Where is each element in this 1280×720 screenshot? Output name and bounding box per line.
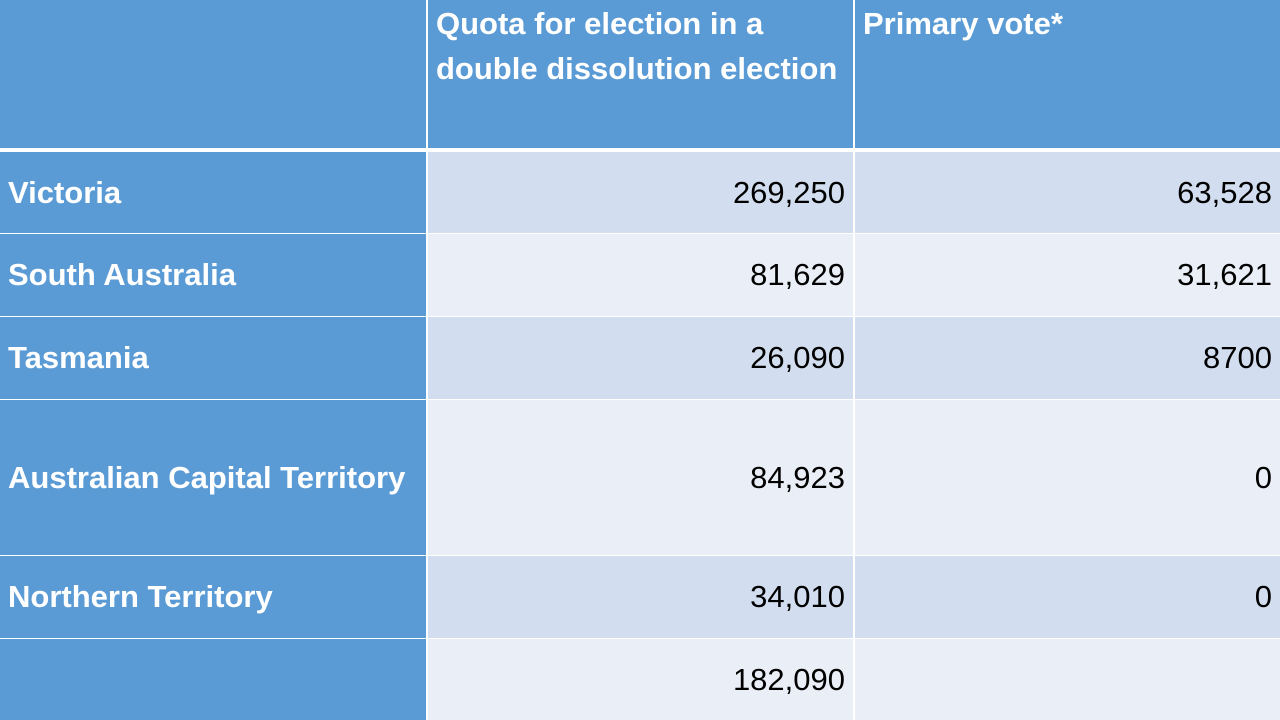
header-quota: Quota for election in a double dissoluti… <box>427 0 855 152</box>
row-label: Victoria <box>0 150 428 234</box>
primary-vote-cell: 0 <box>854 399 1280 556</box>
primary-vote-cell: 8700 <box>854 316 1280 400</box>
primary-vote-cell: 31,621 <box>854 233 1280 317</box>
quota-cell: 26,090 <box>427 316 855 400</box>
table-row: Australian Capital Territory 84,923 0 <box>0 399 1280 556</box>
quota-total-cell: 182,090 <box>427 638 855 720</box>
quota-cell: 269,250 <box>427 150 855 234</box>
header-primary-vote: Primary vote* <box>854 0 1280 152</box>
quota-cell: 34,010 <box>427 555 855 639</box>
quota-cell: 81,629 <box>427 233 855 317</box>
table-row-total: 182,090 <box>0 638 1280 720</box>
table-row: Victoria 269,250 63,528 <box>0 150 1280 234</box>
table-row: Northern Territory 34,010 0 <box>0 555 1280 639</box>
row-label: Tasmania <box>0 316 428 400</box>
primary-vote-cell: 63,528 <box>854 150 1280 234</box>
primary-vote-cell <box>854 638 1280 720</box>
primary-vote-cell: 0 <box>854 555 1280 639</box>
row-label: Australian Capital Territory <box>0 399 428 556</box>
quota-cell: 84,923 <box>427 399 855 556</box>
header-empty-cell <box>0 0 428 152</box>
table-header-row: Quota for election in a double dissoluti… <box>0 0 1280 152</box>
row-label: Northern Territory <box>0 555 428 639</box>
table-row: Tasmania 26,090 8700 <box>0 316 1280 400</box>
table-row: South Australia 81,629 31,621 <box>0 233 1280 317</box>
row-label <box>0 638 428 720</box>
row-label: South Australia <box>0 233 428 317</box>
